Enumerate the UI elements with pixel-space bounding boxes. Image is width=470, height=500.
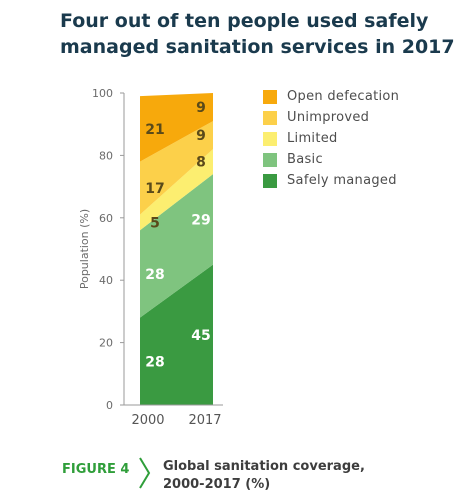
y-tick-label: 0 <box>106 399 113 412</box>
legend-item: Basic <box>263 149 399 170</box>
data-label: 28 <box>145 267 164 283</box>
legend-label: Unimproved <box>287 110 370 125</box>
y-tick-label: 80 <box>99 149 113 162</box>
legend-swatch <box>263 89 277 104</box>
legend-item: Limited <box>263 128 399 149</box>
data-label: 45 <box>191 328 210 344</box>
area-open-defecation <box>140 93 213 162</box>
area-safely-managed <box>140 264 213 405</box>
legend-label: Limited <box>287 131 338 146</box>
legend-label: Open defecation <box>287 89 400 104</box>
legend-label: Basic <box>287 152 323 167</box>
chart: 28 45 28 29 5 8 17 9 21 9 0 20 40 60 80 100 Population (… <box>78 87 223 428</box>
legend-item: Open defecation <box>263 86 399 107</box>
figure-label: FIGURE 4 <box>62 462 130 477</box>
data-label: 8 <box>196 155 206 171</box>
data-label: 5 <box>150 215 160 231</box>
y-tick-label: 100 <box>92 87 113 100</box>
x-tick-label: 2017 <box>188 413 221 428</box>
figure-caption: Global sanitation coverage, 2000-2017 (%… <box>163 458 443 494</box>
legend-label: Safely managed <box>287 173 397 188</box>
y-tick-label: 20 <box>99 337 113 350</box>
y-tick-label: 60 <box>99 212 113 225</box>
data-label: 9 <box>196 128 206 144</box>
legend-swatch <box>263 110 277 125</box>
data-label: 17 <box>145 181 164 197</box>
chart-title: Four out of ten people used safely manag… <box>60 10 455 58</box>
legend-swatch <box>263 173 277 188</box>
legend-item: Safely managed <box>263 170 399 191</box>
y-axis-label: Population (%) <box>78 209 91 289</box>
x-tick-label: 2000 <box>131 413 164 428</box>
legend: Open defecation Unimproved Limited Basic… <box>263 86 399 191</box>
legend-item: Unimproved <box>263 107 399 128</box>
area-basic <box>140 174 213 318</box>
figure-caption-line: 2000-2017 (%) <box>163 477 271 492</box>
area-unimproved <box>140 121 213 215</box>
data-label: 21 <box>145 122 164 138</box>
data-label: 28 <box>145 354 164 370</box>
chevron-right-icon <box>139 457 151 489</box>
legend-swatch <box>263 131 277 146</box>
legend-swatch <box>263 152 277 167</box>
y-tick-label: 40 <box>99 274 113 287</box>
data-label: 29 <box>191 212 210 228</box>
area-limited <box>140 149 213 231</box>
data-label: 9 <box>196 100 206 116</box>
figure-caption-line: Global sanitation coverage, <box>163 459 365 474</box>
